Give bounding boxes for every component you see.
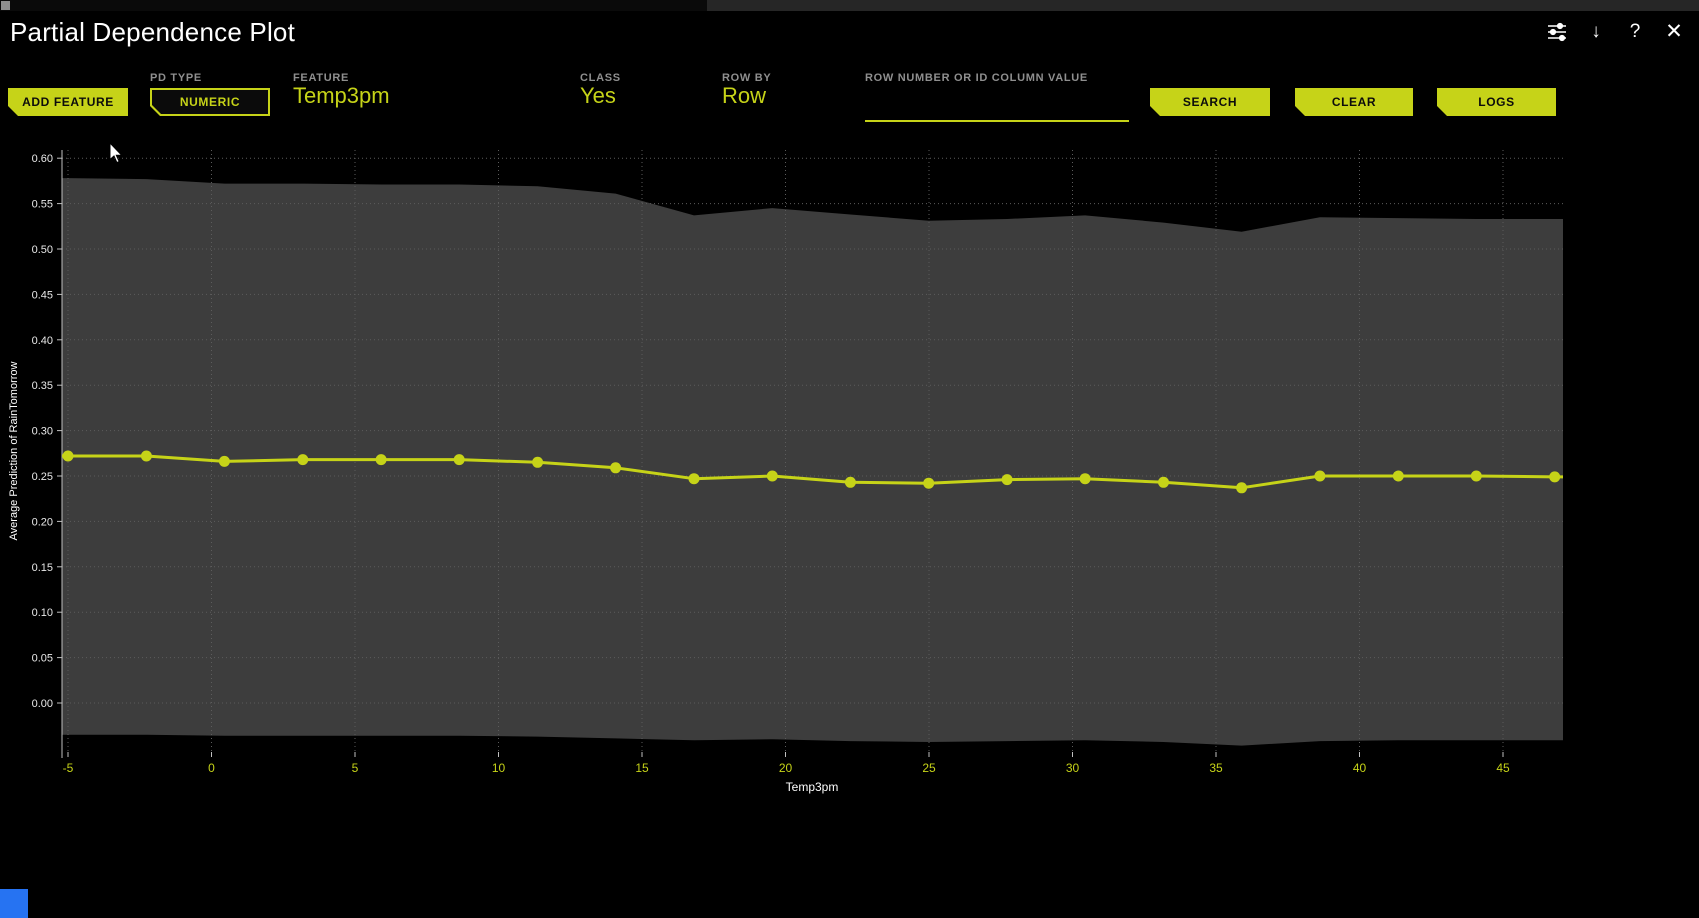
pdp-point[interactable] (1314, 470, 1326, 482)
x-tick-label: -5 (63, 761, 74, 775)
feature-label: FEATURE (293, 72, 350, 84)
class-value[interactable]: Yes (580, 83, 616, 108)
y-tick-label: 0.60 (32, 153, 53, 165)
pdp-point[interactable] (688, 473, 700, 485)
y-tick-label: 0.50 (32, 244, 53, 256)
y-tick-label: 0.45 (32, 289, 53, 301)
pdp-point[interactable] (532, 456, 544, 468)
close-icon[interactable]: ✕ (1665, 20, 1683, 43)
toolbar: ADD FEATURE PD TYPE NUMERIC FEATURE Temp… (0, 61, 1699, 136)
pdp-point[interactable] (766, 470, 778, 482)
pdp-point[interactable] (1236, 482, 1248, 494)
pdp-point[interactable] (1079, 473, 1091, 485)
y-tick-label: 0.25 (32, 471, 53, 483)
pd-type-button[interactable]: NUMERIC (150, 88, 270, 116)
logs-button[interactable]: LOGS (1437, 88, 1556, 116)
pdp-chart: 0.00 0.05 0.10 0.15 0.20 0.25 0.30 0.35 0.40 0.45… (8, 150, 1563, 794)
pdp-point[interactable] (140, 450, 152, 462)
top-strip-right (707, 0, 1699, 11)
y-tick-label: 0.55 (32, 199, 53, 211)
pdp-point[interactable] (218, 455, 230, 467)
y-axis-title: Average Prediction of RainTomorrow (8, 361, 20, 540)
pdp-point[interactable] (1158, 476, 1169, 488)
x-tick-label: 40 (1353, 761, 1367, 775)
y-tick-label: 0.15 (32, 562, 53, 574)
pdp-line (62, 454, 1563, 490)
pdp-point[interactable] (1549, 471, 1561, 483)
download-icon[interactable]: ↓ (1591, 21, 1601, 42)
titlebar-icons: ↓ ? ✕ (1546, 21, 1685, 43)
top-strip (0, 0, 1699, 11)
row-by-label: ROW BY (722, 72, 772, 84)
y-tick-label: 0.10 (32, 607, 53, 619)
feature-value[interactable]: Temp3pm (293, 83, 390, 108)
pdp-point[interactable] (1392, 470, 1404, 482)
help-icon[interactable]: ? (1629, 21, 1641, 42)
pdp-point[interactable] (62, 450, 74, 462)
pdp-point[interactable] (1470, 470, 1482, 482)
clear-button[interactable]: CLEAR (1295, 88, 1413, 116)
search-button[interactable]: SEARCH (1150, 88, 1270, 116)
pd-type-button-label: NUMERIC (152, 90, 268, 114)
pdp-point[interactable] (923, 477, 935, 489)
titlebar: Partial Dependence Plot ↓ ? ✕ (0, 11, 1699, 63)
y-tick-label: 0.30 (32, 426, 53, 438)
taskbar-icon[interactable] (0, 889, 28, 918)
row-id-input[interactable] (865, 94, 1129, 122)
x-tick-label: 20 (779, 761, 793, 775)
x-tick-label: 45 (1496, 761, 1510, 775)
y-tick-label: 0.00 (32, 698, 53, 710)
pdp-point[interactable] (375, 454, 387, 466)
x-tick-label: 10 (492, 761, 506, 775)
add-feature-button[interactable]: ADD FEATURE (8, 88, 128, 116)
x-tick-label: 35 (1209, 761, 1223, 775)
row-id-label: ROW NUMBER OR ID COLUMN VALUE (865, 72, 1088, 84)
pdp-point[interactable] (297, 454, 309, 466)
x-tick-label: 0 (208, 761, 215, 775)
pd-type-label: PD TYPE (150, 72, 202, 84)
y-tick-label: 0.35 (32, 380, 53, 392)
row-by-value[interactable]: Row (722, 83, 767, 108)
x-axis-title: Temp3pm (786, 780, 839, 794)
y-tick-label: 0.05 (32, 653, 53, 665)
pdp-point[interactable] (453, 454, 465, 466)
y-tick-label: 0.20 (32, 516, 53, 528)
confidence-band (62, 178, 1563, 746)
x-tick-label: 30 (1066, 761, 1080, 775)
pdp-point[interactable] (1001, 474, 1013, 486)
x-tick-label: 25 (922, 761, 936, 775)
class-label: CLASS (580, 72, 621, 84)
pdp-point[interactable] (844, 476, 856, 488)
display-settings-icon[interactable] (1546, 21, 1568, 43)
y-tick-label: 0.40 (32, 335, 53, 347)
page-title: Partial Dependence Plot (10, 17, 296, 47)
pdp-point[interactable] (610, 462, 622, 474)
x-tick-label: 15 (635, 761, 649, 775)
top-strip-corner (1, 1, 10, 10)
x-tick-label: 5 (352, 761, 359, 775)
